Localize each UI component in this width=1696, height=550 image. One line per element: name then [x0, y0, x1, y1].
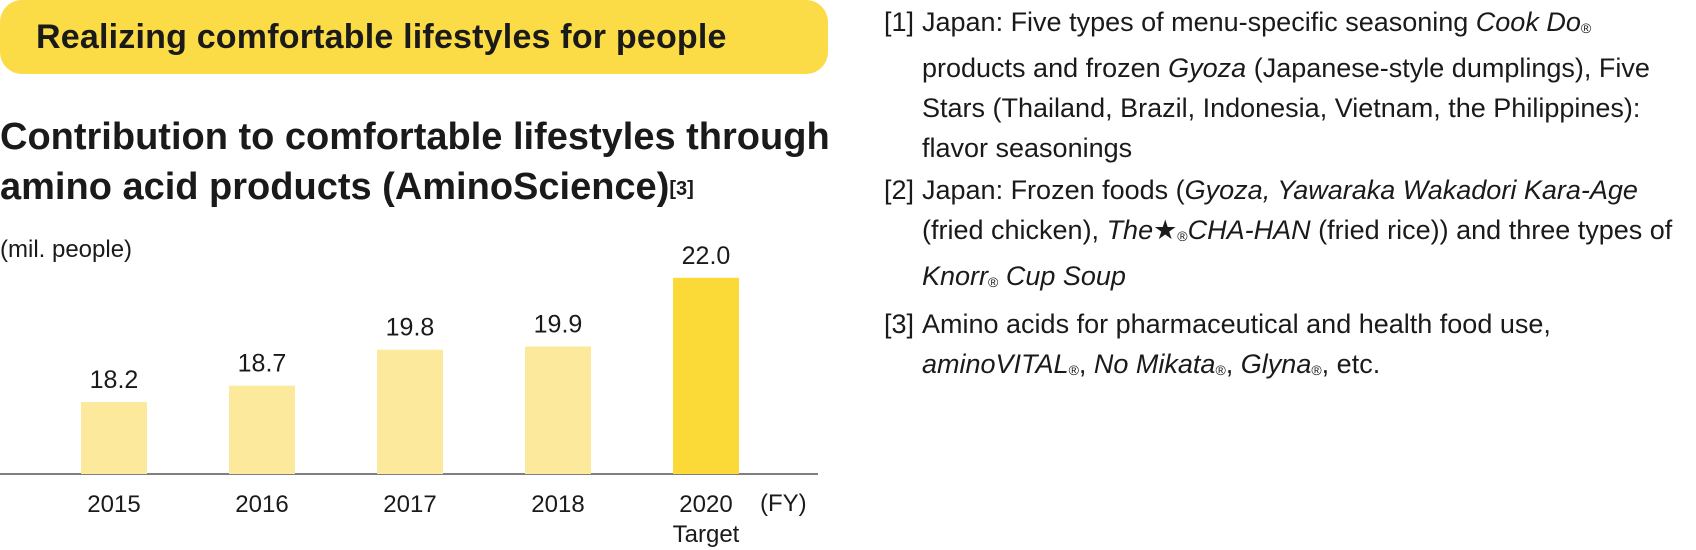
x-tick-label: 2018: [531, 491, 584, 518]
footnote-text: Japan: Five types of menu-specific seaso…: [922, 7, 1476, 37]
bar-value-label: 19.8: [386, 314, 435, 342]
registered-mark: ®: [1068, 362, 1079, 378]
footnote-text: ,: [1078, 349, 1094, 379]
bar-chart: 18.2 2015 18.7 2016 19.8 2017 19.9 2018 22.0 2020…: [0, 242, 818, 548]
footnote-text: No Mikata: [1093, 349, 1216, 379]
x-tick-sublabel: Target: [673, 521, 740, 548]
bar-value-label: 19.9: [534, 310, 583, 338]
registered-mark: ®: [988, 274, 999, 290]
footnote-text: Gyoza, Yawaraka Wakadori Kara-Age: [1184, 175, 1638, 205]
bar-2015: [81, 402, 147, 474]
footnote-item: [1] Japan: Five types of menu-specific se…: [884, 2, 1684, 168]
bar-2017: [377, 349, 443, 474]
footnotes: [1] Japan: Five types of menu-specific se…: [884, 2, 1684, 392]
footnote-text: (fried rice)) and three types of: [1310, 215, 1673, 245]
bar-value-label: 18.2: [90, 366, 139, 394]
bar-value-label: 18.7: [238, 350, 287, 378]
chart-title-footnote-ref: [3]: [669, 178, 694, 200]
footnote-text: Gyoza: [1168, 53, 1247, 83]
x-tick-label: 2020: [679, 491, 732, 518]
section-banner: Realizing comfortable lifestyles for peo…: [0, 0, 828, 74]
footnote-text: (Japanese-style dumplings), Five Stars (…: [922, 53, 1650, 163]
footnote-text: Cook Do: [1475, 7, 1581, 37]
footnote-text: CHA-HAN: [1187, 215, 1311, 245]
registered-mark: ®: [1215, 362, 1226, 378]
footnote-text: Amino acids for pharmaceutical and healt…: [922, 309, 1551, 339]
registered-mark: ®: [1311, 362, 1322, 378]
footnote-number: [3]: [884, 309, 915, 339]
footnote-text: Japan: Frozen foods (: [922, 175, 1185, 205]
footnote-text: (fried chicken),: [922, 215, 1107, 245]
footnote-text: aminoVITAL: [922, 349, 1069, 379]
x-tick-label: 2015: [87, 491, 140, 518]
footnote-text: products and frozen: [922, 53, 1169, 83]
footnote-text: The★: [1106, 215, 1178, 245]
footnote-text: , etc.: [1321, 349, 1381, 379]
bar-2018: [525, 346, 591, 474]
footnote-number: [2]: [884, 175, 915, 205]
footnote-item: [3] Amino acids for pharmaceutical and he…: [884, 304, 1684, 390]
footnote-item: [2] Japan: Frozen foods (Gyoza, Yawaraka …: [884, 170, 1684, 302]
bar-2020: [673, 277, 739, 474]
registered-mark: ®: [1177, 228, 1188, 244]
chart-title: Contribution to comfortable lifestyles t…: [0, 112, 860, 212]
footnote-text: Cup Soup: [998, 261, 1126, 291]
x-axis-unit-label: (FY): [760, 490, 807, 517]
x-tick-label: 2017: [383, 491, 436, 518]
section-banner-text: Realizing comfortable lifestyles for peo…: [36, 17, 727, 56]
x-tick-label: 2016: [235, 491, 288, 518]
registered-mark: ®: [1580, 20, 1592, 36]
footnote-text: ,: [1225, 349, 1241, 379]
footnote-number: [1]: [884, 7, 915, 37]
bar-value-label: 22.0: [682, 242, 731, 270]
footnote-text: Knorr: [922, 261, 989, 291]
footnote-text: Glyna: [1240, 349, 1312, 379]
chart-title-text: Contribution to comfortable lifestyles t…: [0, 116, 830, 208]
y-axis-unit-label: (mil. people): [0, 236, 133, 263]
bar-2016: [229, 385, 295, 474]
